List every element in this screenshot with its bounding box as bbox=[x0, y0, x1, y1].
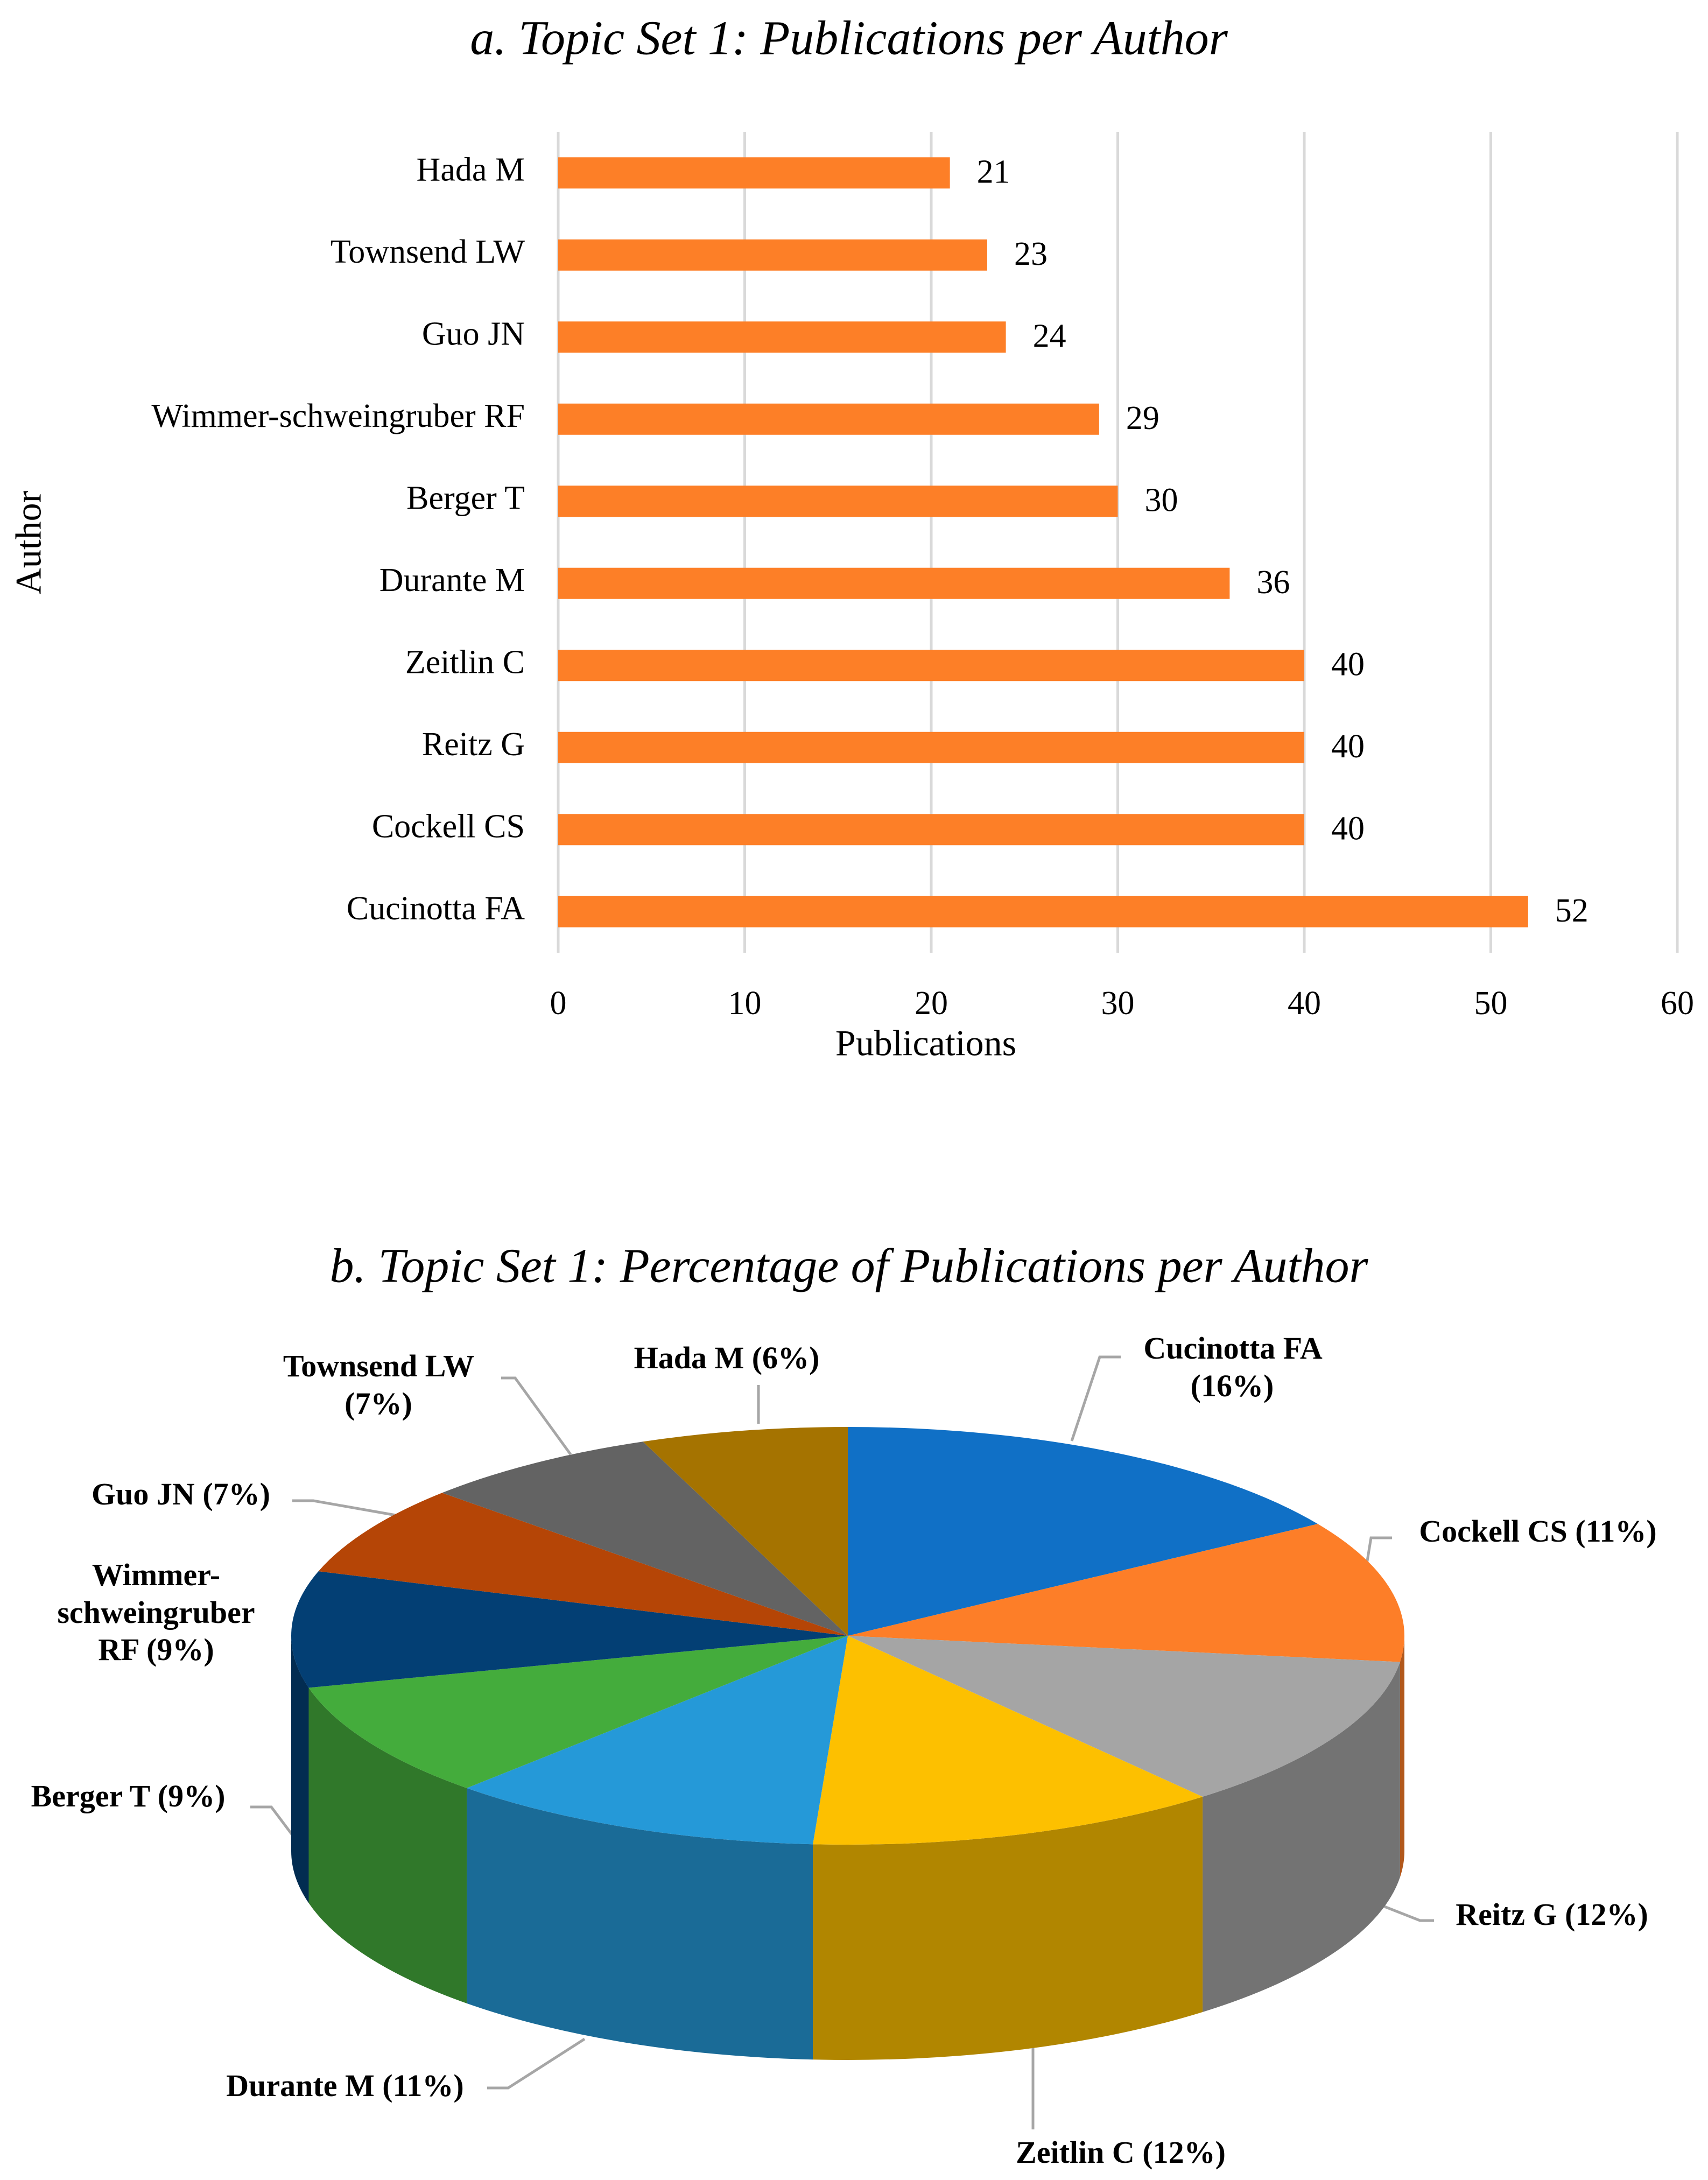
slice-name: Berger T bbox=[31, 1778, 150, 1813]
y-tick-label: Hada M bbox=[417, 151, 525, 188]
y-tick-label: Cockell CS bbox=[372, 808, 525, 845]
y-tick-label: Guo JN bbox=[422, 315, 525, 352]
slice-value: (12%) bbox=[1565, 1897, 1648, 1932]
slice-label: Guo JN (7%) bbox=[0, 1475, 423, 1513]
slice bbox=[318, 1493, 848, 1636]
chart-title: b. Topic Set 1: Percentage of Publicatio… bbox=[330, 1240, 1369, 1293]
bar bbox=[558, 157, 950, 189]
slice-label: Durante M (11%) bbox=[103, 2067, 587, 2105]
data-label: 24 bbox=[1033, 318, 1066, 354]
leader-line bbox=[292, 1499, 409, 1519]
slice-label: Hada M (6%) bbox=[484, 1339, 969, 1377]
slice-value: (7%) bbox=[345, 1386, 412, 1421]
y-tick-label: Durante M bbox=[379, 562, 525, 599]
slice bbox=[813, 1636, 1203, 1845]
bar bbox=[558, 896, 1528, 927]
y-tick-label: Berger T bbox=[406, 480, 525, 516]
slice-value: (16%) bbox=[1190, 1368, 1274, 1403]
slice bbox=[848, 1636, 1400, 1797]
bar bbox=[558, 403, 1099, 435]
slice-label: Reitz G (12%) bbox=[1310, 1896, 1708, 1933]
slice-side bbox=[467, 1788, 813, 2060]
slice bbox=[848, 1524, 1404, 1662]
pie-sides bbox=[291, 1636, 1404, 2060]
slice-name: Wimmer-schweingruber RF bbox=[57, 1557, 255, 1668]
bar bbox=[558, 650, 1304, 681]
leader-line bbox=[1070, 1355, 1121, 1441]
data-label: 30 bbox=[1145, 482, 1178, 518]
slice-name: Hada M bbox=[634, 1340, 744, 1375]
chart-title: a. Topic Set 1: Publications per Author bbox=[470, 12, 1228, 65]
x-tick-label: 50 bbox=[1474, 985, 1508, 1022]
slice-side bbox=[1203, 1662, 1400, 2012]
slice-name: Durante M bbox=[226, 2068, 375, 2103]
slice bbox=[848, 1427, 1318, 1636]
slice-name: Cockell CS bbox=[1419, 1514, 1568, 1549]
leader-line bbox=[501, 1376, 572, 1455]
data-label: 29 bbox=[1126, 400, 1159, 437]
x-tick-label: 30 bbox=[1101, 985, 1135, 1022]
x-tick-label: 20 bbox=[915, 985, 948, 1022]
slice-value: (9%) bbox=[146, 1632, 214, 1668]
slice-value: (11%) bbox=[1575, 1514, 1657, 1549]
bar bbox=[558, 732, 1304, 763]
slice-name: Zeitlin C bbox=[1016, 2135, 1135, 2170]
y-tick-label: Wimmer-schweingruber RF bbox=[151, 398, 525, 434]
bar bbox=[558, 321, 1006, 353]
slice-name: Guo JN bbox=[92, 1476, 195, 1511]
bar bbox=[558, 814, 1304, 846]
x-axis-label: Publications bbox=[835, 1023, 1016, 1064]
slice bbox=[308, 1636, 848, 1788]
y-tick-label: Townsend LW bbox=[331, 234, 525, 270]
y-tick-label: Zeitlin C bbox=[405, 644, 525, 680]
y-tick-label: Reitz G bbox=[422, 726, 525, 763]
y-axis-label: Author bbox=[8, 490, 49, 594]
slice-side bbox=[1400, 1636, 1404, 1877]
slice-name: Reitz G bbox=[1456, 1897, 1557, 1932]
slice-label: Cockell CS (11%) bbox=[1296, 1513, 1708, 1550]
slice-side bbox=[308, 1687, 467, 2003]
slice-name: Townsend LW bbox=[283, 1348, 474, 1383]
data-label: 36 bbox=[1256, 564, 1290, 601]
data-label: 23 bbox=[1014, 236, 1048, 272]
slice-value: (6%) bbox=[751, 1340, 820, 1375]
bar bbox=[558, 239, 987, 271]
bar bbox=[558, 567, 1230, 599]
leader-line bbox=[487, 2037, 586, 2090]
slice-label: Berger T (9%) bbox=[0, 1777, 370, 1815]
slice bbox=[467, 1636, 848, 1845]
slice-label: Wimmer-schweingruber RF (9%) bbox=[35, 1556, 277, 1669]
slice-label: Townsend LW (7%) bbox=[271, 1347, 486, 1422]
slice-name: Cucinotta FA bbox=[1143, 1331, 1321, 1366]
slice-side bbox=[291, 1636, 309, 1903]
data-label: 40 bbox=[1331, 810, 1365, 847]
slice bbox=[291, 1571, 848, 1688]
bar bbox=[558, 486, 1118, 517]
y-tick-label: Cucinotta FA bbox=[347, 890, 525, 927]
x-tick-label: 10 bbox=[728, 985, 762, 1022]
slice-side bbox=[813, 1796, 1203, 2060]
x-tick-label: 40 bbox=[1288, 985, 1321, 1022]
slice-value: (12%) bbox=[1142, 2135, 1226, 2170]
slice-value: (7%) bbox=[202, 1476, 270, 1511]
data-label: 52 bbox=[1555, 892, 1588, 929]
slice-label: Zeitlin C (12%) bbox=[878, 2134, 1363, 2171]
data-label: 40 bbox=[1331, 728, 1365, 765]
data-label: 21 bbox=[977, 153, 1010, 190]
slice bbox=[442, 1441, 848, 1636]
slice-value: (9%) bbox=[157, 1778, 226, 1813]
slice-label: Cucinotta FA (16%) bbox=[1116, 1330, 1348, 1404]
data-label: 40 bbox=[1331, 646, 1365, 683]
slice bbox=[643, 1427, 848, 1636]
x-tick-label: 60 bbox=[1661, 985, 1694, 1022]
slice-value: (11%) bbox=[382, 2068, 464, 2103]
x-tick-label: 0 bbox=[550, 985, 567, 1022]
